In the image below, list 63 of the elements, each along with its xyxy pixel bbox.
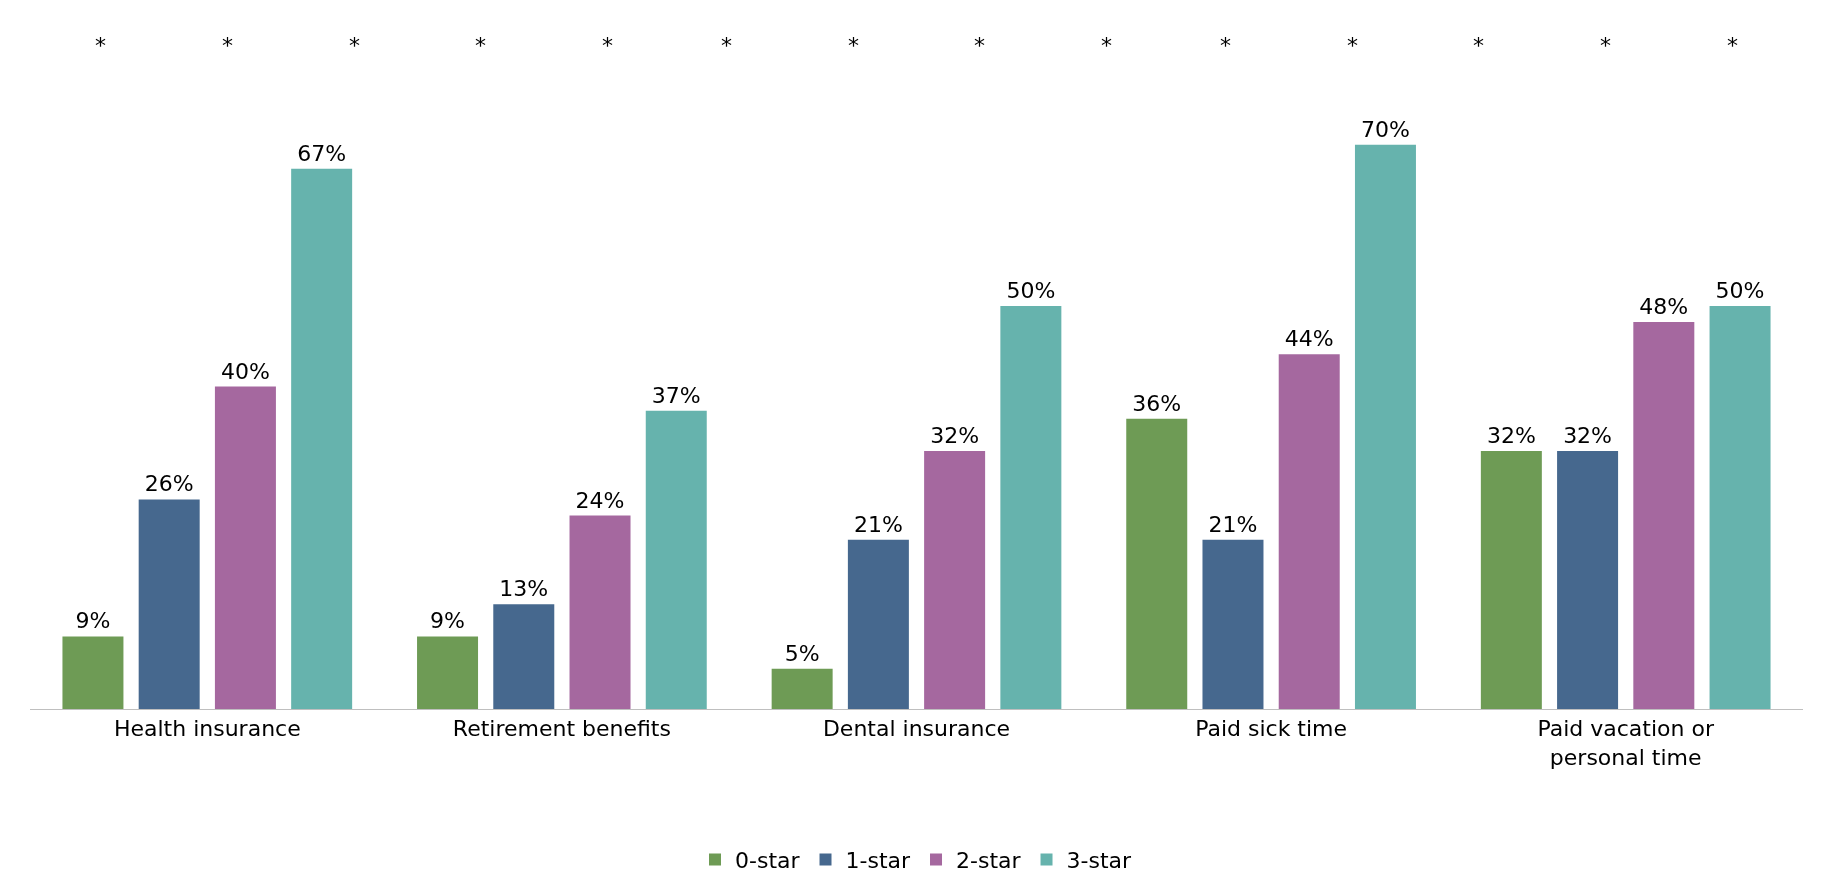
data-label: 70% <box>1361 116 1410 142</box>
text: * <box>1347 33 1358 58</box>
data-label: 32% <box>930 423 980 449</box>
text: * <box>848 33 859 58</box>
text: * <box>721 33 732 58</box>
x-tick-label: Paid sick time <box>1195 716 1348 742</box>
bar <box>1202 539 1264 709</box>
data-label: 50% <box>1715 277 1765 303</box>
bar <box>1000 305 1062 709</box>
text: * <box>222 33 233 58</box>
bar <box>924 451 986 709</box>
data-label: 32% <box>1563 423 1613 449</box>
data-label: 21% <box>853 511 903 537</box>
data-label: 37% <box>651 382 701 408</box>
data-label: 13% <box>499 576 549 602</box>
text: * <box>1727 33 1738 58</box>
data-label: 26% <box>144 471 194 497</box>
text: * <box>95 33 106 58</box>
data-label: 9% <box>430 608 465 634</box>
bar <box>1709 305 1771 709</box>
data-label: 48% <box>1639 294 1689 320</box>
bar <box>62 636 124 709</box>
data-label: 40% <box>220 358 270 384</box>
bar <box>1354 144 1416 709</box>
data-label: 32% <box>1486 423 1536 449</box>
text: * <box>1473 33 1484 58</box>
data-label: 36% <box>1132 390 1182 416</box>
text: * <box>1600 33 1611 58</box>
bar <box>291 168 353 709</box>
legend-label: 2-star <box>956 848 1022 874</box>
bar <box>138 499 200 709</box>
bar <box>493 604 555 709</box>
data-label: 21% <box>1208 511 1258 537</box>
bar <box>1126 418 1188 709</box>
text: * <box>1220 33 1231 58</box>
data-label: 67% <box>297 140 347 166</box>
bar <box>847 539 909 709</box>
x-tick-label: Retirement benefits <box>452 716 671 742</box>
legend-label: 0-star <box>735 848 801 874</box>
bar <box>417 636 479 709</box>
text: * <box>475 33 486 58</box>
legend-label: 1-star <box>845 848 912 874</box>
data-label: 50% <box>1006 277 1056 303</box>
bar <box>1480 451 1542 709</box>
x-tick-label: Health insurance <box>113 716 301 742</box>
bar <box>569 515 631 709</box>
text: * <box>349 33 360 58</box>
bar <box>1633 322 1695 709</box>
bar <box>1278 354 1340 709</box>
bar <box>1557 451 1619 709</box>
bar <box>214 386 276 709</box>
text: * <box>602 33 613 58</box>
data-label: 24% <box>575 487 625 513</box>
x-tick-label: Dental insurance <box>822 716 1011 742</box>
legend-label: 3-star <box>1066 848 1133 874</box>
data-label: 44% <box>1284 326 1334 352</box>
text: * <box>1101 33 1112 58</box>
text: * <box>974 33 985 58</box>
x-tick-label: Paid vacation or personal time <box>1537 716 1715 770</box>
data-label: 5% <box>784 640 820 666</box>
bar <box>771 668 833 709</box>
bar <box>645 410 707 709</box>
data-label: 9% <box>75 608 111 634</box>
